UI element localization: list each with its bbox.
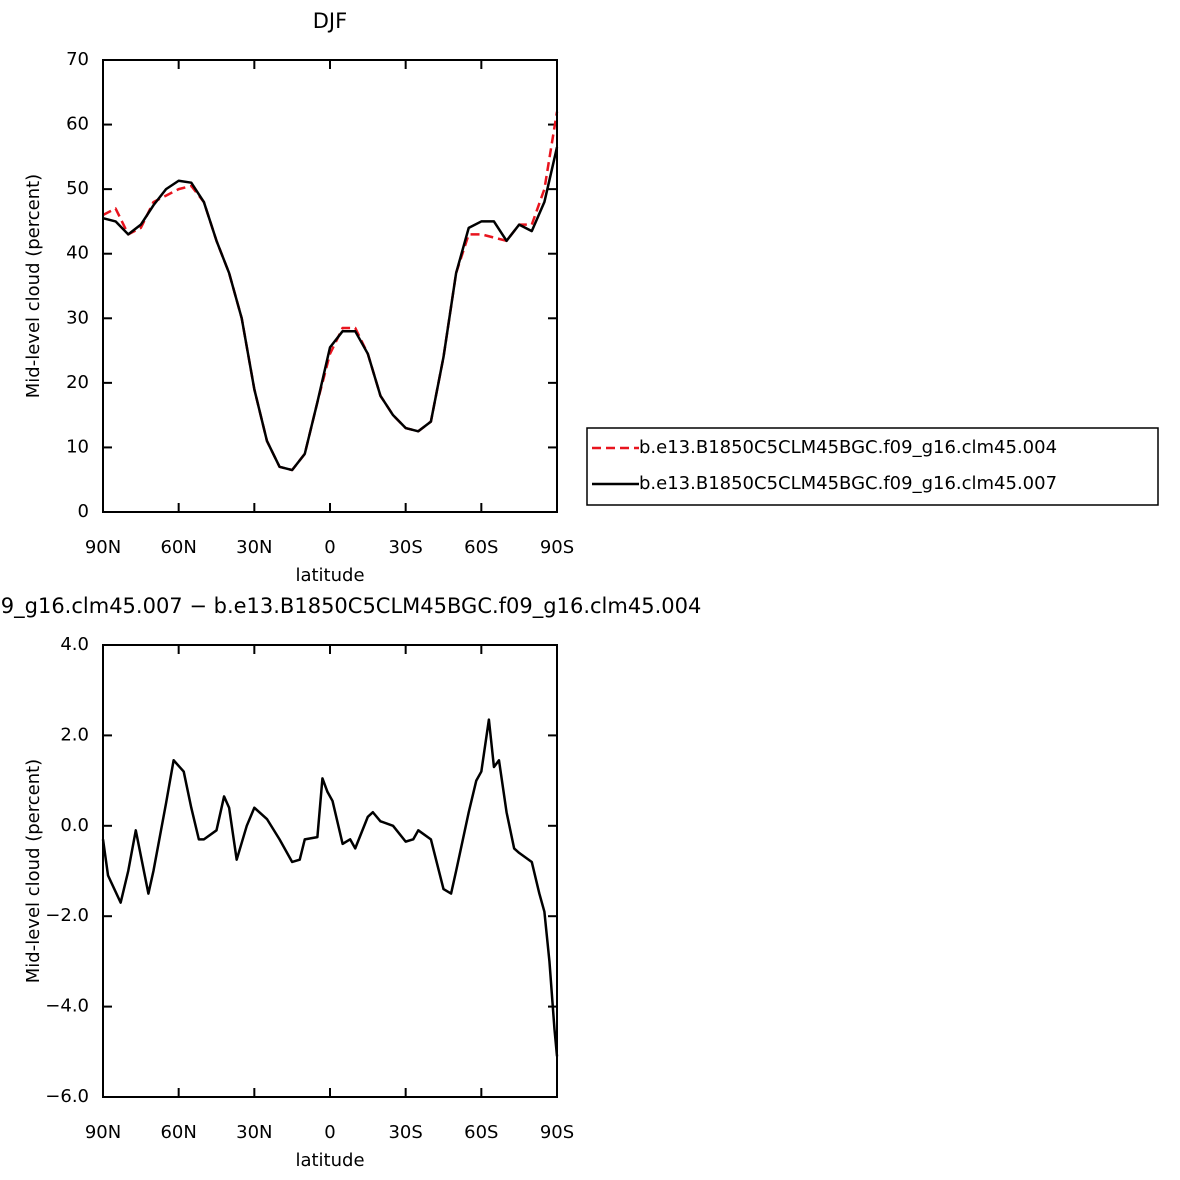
x-tick-label: 60N	[160, 537, 196, 558]
y-tick-label: −6.0	[45, 1086, 89, 1107]
x-tick-label: 90N	[85, 1122, 121, 1143]
x-tick-label: 60N	[160, 1122, 196, 1143]
y-tick-label: 4.0	[60, 634, 89, 655]
y-tick-label: 20	[66, 372, 89, 393]
y-tick-label: 0	[78, 501, 89, 522]
y-tick-label: 40	[66, 243, 89, 264]
x-axis-label: latitude	[295, 1150, 364, 1171]
y-tick-label: −4.0	[45, 996, 89, 1017]
chart: DJF latitude Mid-level cloud (percent) 0 10 2…	[23, 9, 1159, 586]
x-tick-label: 0	[324, 537, 335, 558]
chart: C.f09_g16.clm45.007 − b.e13.B1850C5CLM45…	[0, 594, 701, 1171]
x-tick-label: 0	[324, 1122, 335, 1143]
chart-title: C.f09_g16.clm45.007 − b.e13.B1850C5CLM45…	[0, 594, 701, 619]
x-tick-label: 30N	[236, 1122, 272, 1143]
x-tick-label: 30N	[236, 537, 272, 558]
y-tick-label: 0.0	[60, 815, 89, 836]
y-tick-label: 50	[66, 178, 89, 199]
legend-label: b.e13.B1850C5CLM45BGC.f09_g16.clm45.004	[639, 437, 1057, 458]
legend-label: b.e13.B1850C5CLM45BGC.f09_g16.clm45.007	[639, 473, 1057, 494]
y-tick-label: −2.0	[45, 905, 89, 926]
x-axis-label: latitude	[295, 565, 364, 586]
x-tick-label: 90S	[540, 537, 574, 558]
y-tick-label: 60	[66, 114, 89, 135]
y-tick-label: 70	[66, 49, 89, 70]
plot-frame	[102, 59, 558, 513]
series-line	[102, 146, 559, 472]
x-tick-label: 90S	[540, 1122, 574, 1143]
y-tick-label: 30	[66, 307, 89, 328]
x-tick-label: 60S	[464, 1122, 498, 1143]
legend-box	[586, 427, 1159, 506]
plot-frame	[102, 644, 558, 1098]
x-tick-label: 90N	[85, 537, 121, 558]
x-tick-label: 60S	[464, 537, 498, 558]
y-tick-label: 10	[66, 436, 89, 457]
x-tick-label: 30S	[388, 1122, 422, 1143]
chart-title: DJF	[313, 9, 347, 33]
series-line	[102, 111, 559, 472]
series-line	[101, 718, 559, 1057]
x-tick-label: 30S	[388, 537, 422, 558]
y-axis-label: Mid-level cloud (percent)	[23, 174, 44, 398]
y-axis-label: Mid-level cloud (percent)	[23, 759, 44, 983]
y-tick-label: 2.0	[60, 724, 89, 745]
